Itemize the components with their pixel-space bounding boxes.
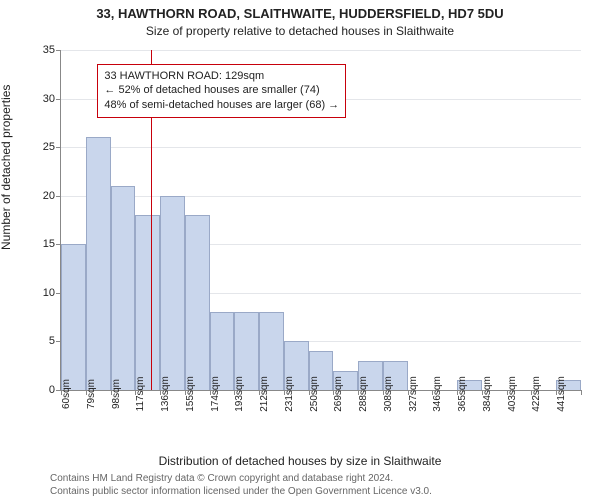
xtick-label: 269sqm [333,376,344,412]
chart-subtitle: Size of property relative to detached ho… [0,24,600,38]
xtick-label: 441sqm [556,376,567,412]
histogram-bar [135,215,160,390]
xtick-label: 422sqm [531,376,542,412]
callout-line-2: 48% of semi-detached houses are larger (… [104,98,339,113]
histogram-bar [111,186,136,390]
ytick-mark [56,50,61,51]
xtick-label: 365sqm [457,376,468,412]
page-title: 33, HAWTHORN ROAD, SLAITHWAITE, HUDDERSF… [0,6,600,21]
xtick-label: 98sqm [111,379,122,409]
ytick-label: 35 [43,44,55,56]
ytick-label: 15 [43,238,55,250]
xtick-label: 212sqm [259,376,270,412]
histogram-bar [86,137,111,390]
y-axis-label: Number of detached properties [0,85,13,250]
gridline [61,147,581,148]
ytick-label: 25 [43,141,55,153]
chart-plot-area: 0510152025303560sqm79sqm98sqm117sqm136sq… [60,50,581,391]
xtick-mark [581,390,582,395]
callout-box: 33 HAWTHORN ROAD: 129sqm← 52% of detache… [97,64,346,119]
footnote: Contains HM Land Registry data © Crown c… [50,472,590,498]
xtick-label: 60sqm [61,379,72,409]
xtick-label: 79sqm [86,379,97,409]
ytick-label: 30 [43,93,55,105]
xtick-label: 155sqm [185,376,196,412]
gridline [61,196,581,197]
callout-line-1: ← 52% of detached houses are smaller (74… [104,83,339,98]
xtick-label: 174sqm [210,376,221,412]
histogram-bar [185,215,210,390]
ytick-mark [56,196,61,197]
xtick-label: 231sqm [284,376,295,412]
xtick-label: 346sqm [432,376,443,412]
gridline [61,50,581,51]
xtick-label: 117sqm [135,377,146,412]
ytick-label: 5 [49,335,55,347]
xtick-label: 250sqm [309,376,320,412]
xtick-label: 327sqm [408,376,419,412]
callout-line-0: 33 HAWTHORN ROAD: 129sqm [104,69,339,84]
xtick-label: 403sqm [507,376,518,412]
ytick-label: 10 [43,287,55,299]
x-axis-label: Distribution of detached houses by size … [0,454,600,468]
ytick-label: 20 [43,190,55,202]
ytick-mark [56,99,61,100]
histogram-bar [61,244,86,390]
xtick-label: 136sqm [160,376,171,412]
histogram-bar [160,196,185,390]
footnote-line-2: Contains public sector information licen… [50,485,590,498]
ytick-label: 0 [49,384,55,396]
xtick-label: 308sqm [383,376,394,412]
xtick-label: 193sqm [234,376,245,412]
ytick-mark [56,147,61,148]
xtick-label: 384sqm [482,376,493,412]
footnote-line-1: Contains HM Land Registry data © Crown c… [50,472,590,485]
xtick-label: 288sqm [358,376,369,412]
